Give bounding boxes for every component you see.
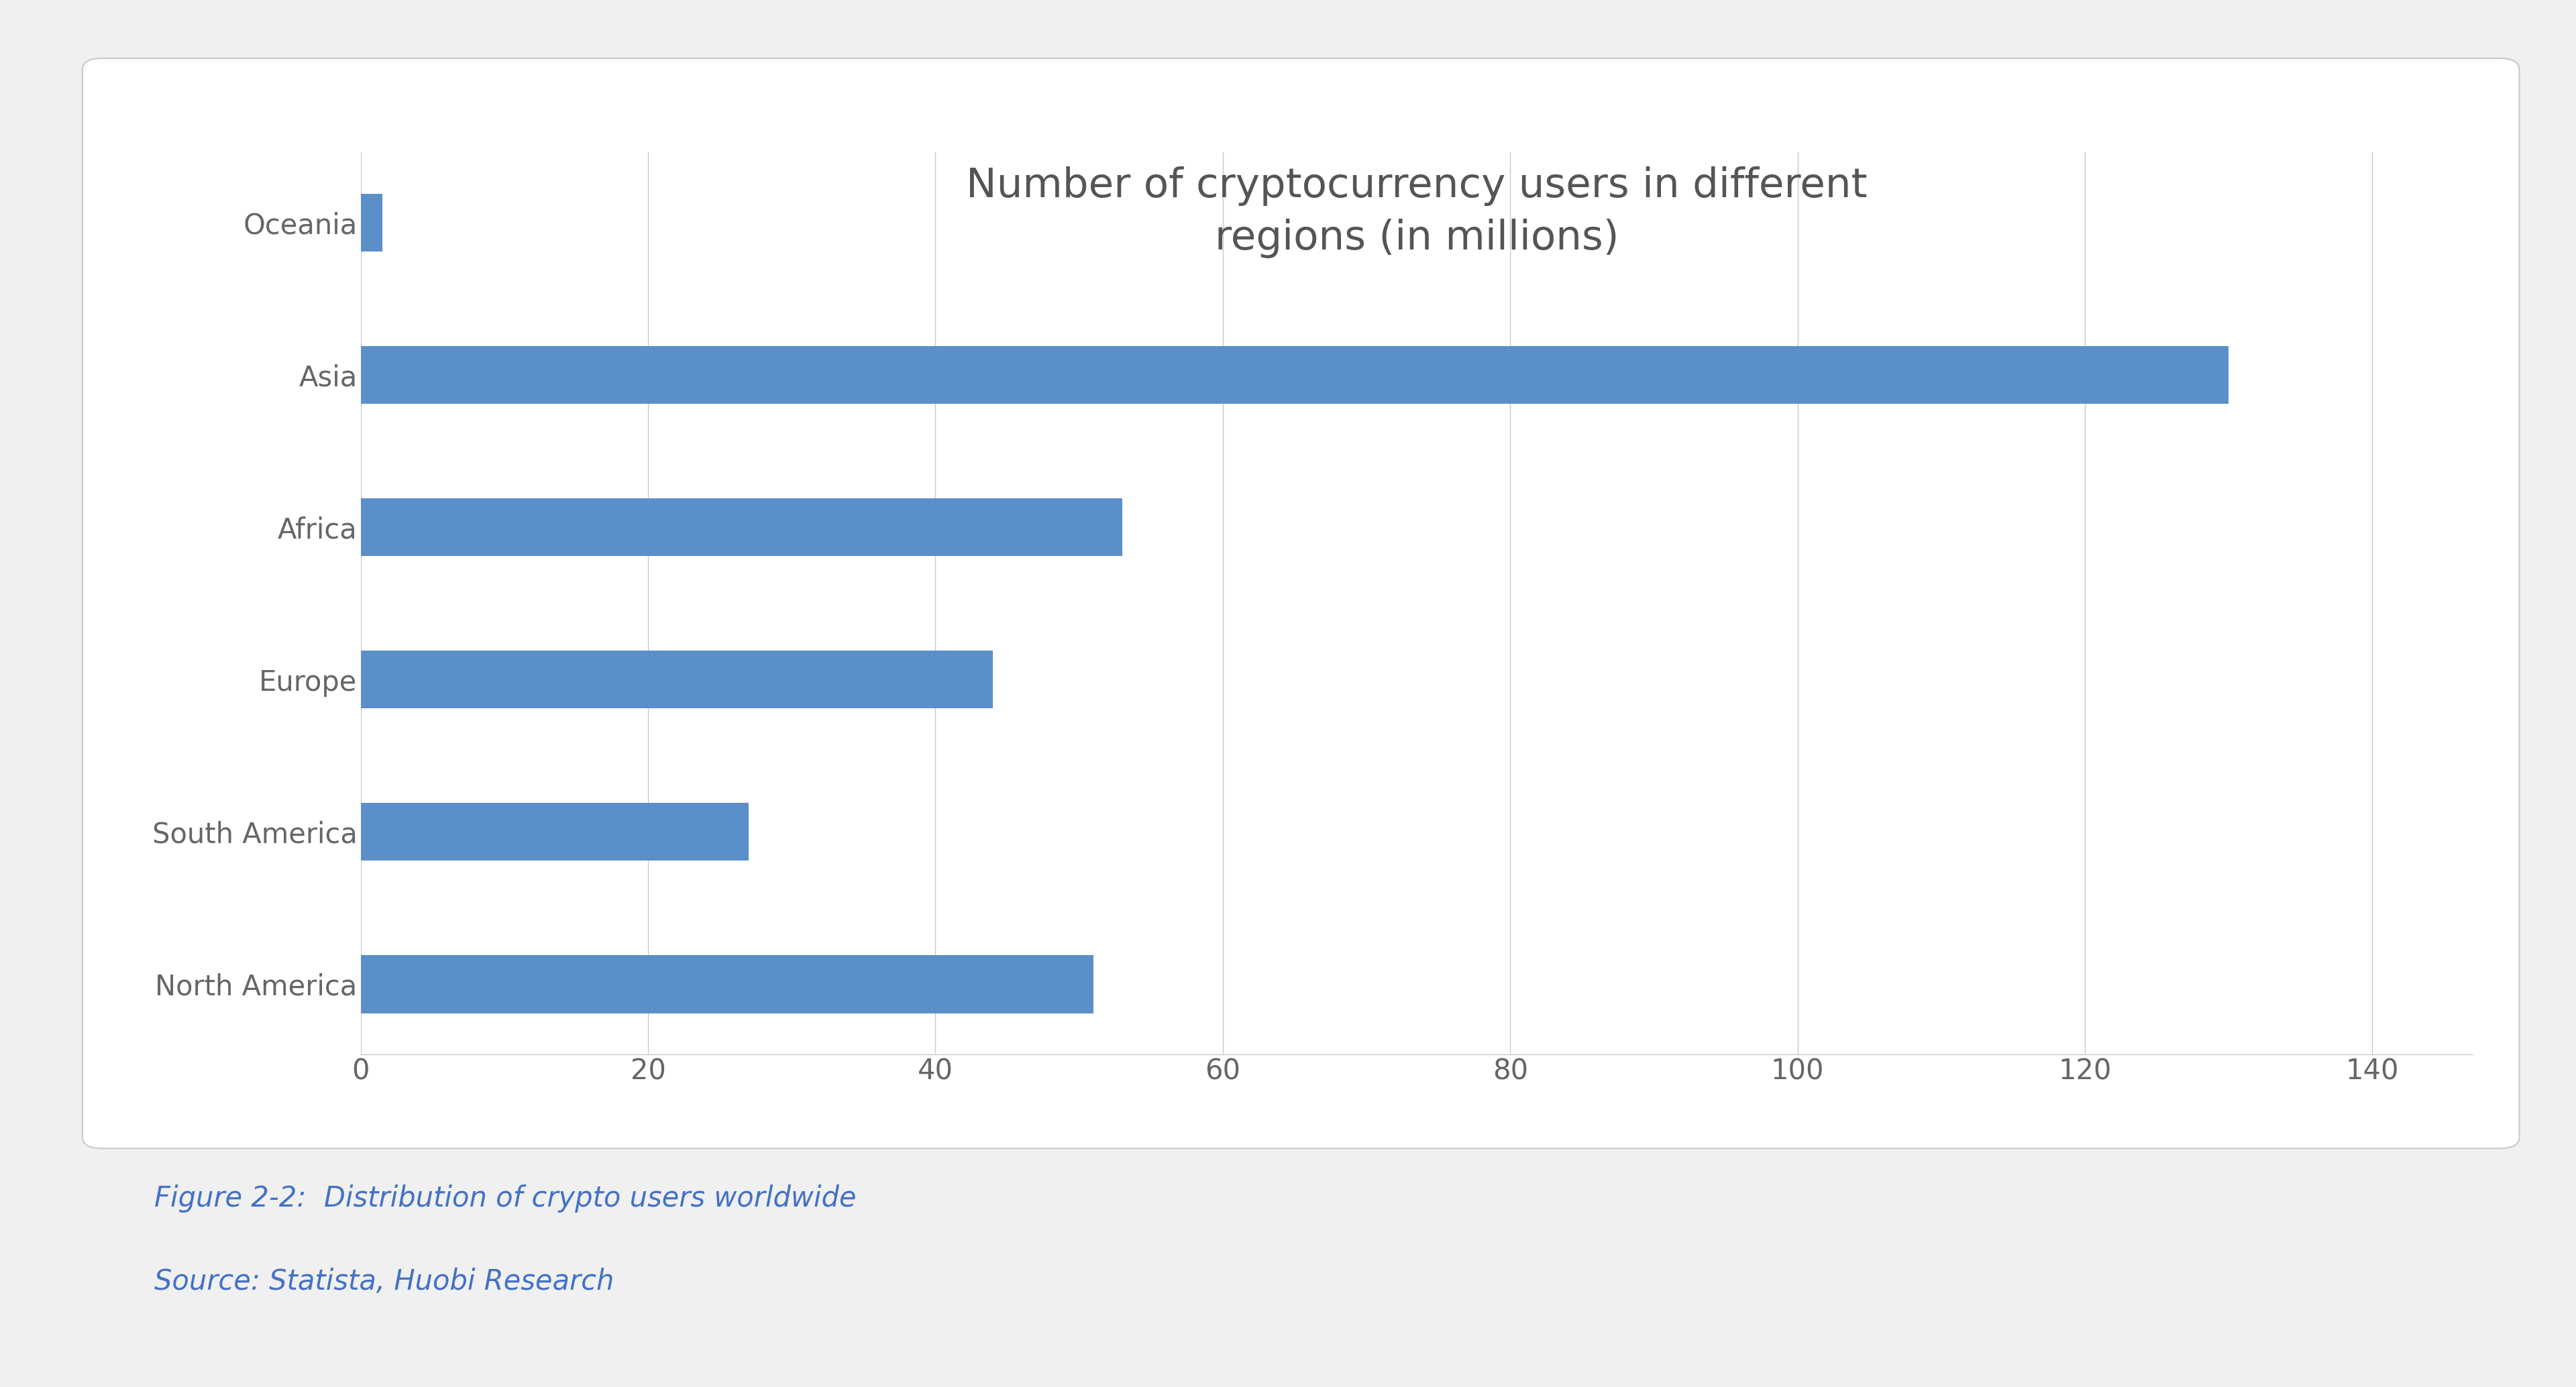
Bar [361,498,1123,556]
Bar [361,345,2228,404]
Text: Number of cryptocurrency users in different
regions (in millions): Number of cryptocurrency users in differ… [966,166,1868,258]
Bar [361,651,992,709]
Bar [361,803,750,861]
Text: Figure 2-2:  Distribution of crypto users worldwide: Figure 2-2: Distribution of crypto users… [155,1184,858,1212]
Bar [361,956,1092,1013]
Text: Source: Statista, Huobi Research: Source: Statista, Huobi Research [155,1268,613,1295]
Bar [361,194,381,251]
